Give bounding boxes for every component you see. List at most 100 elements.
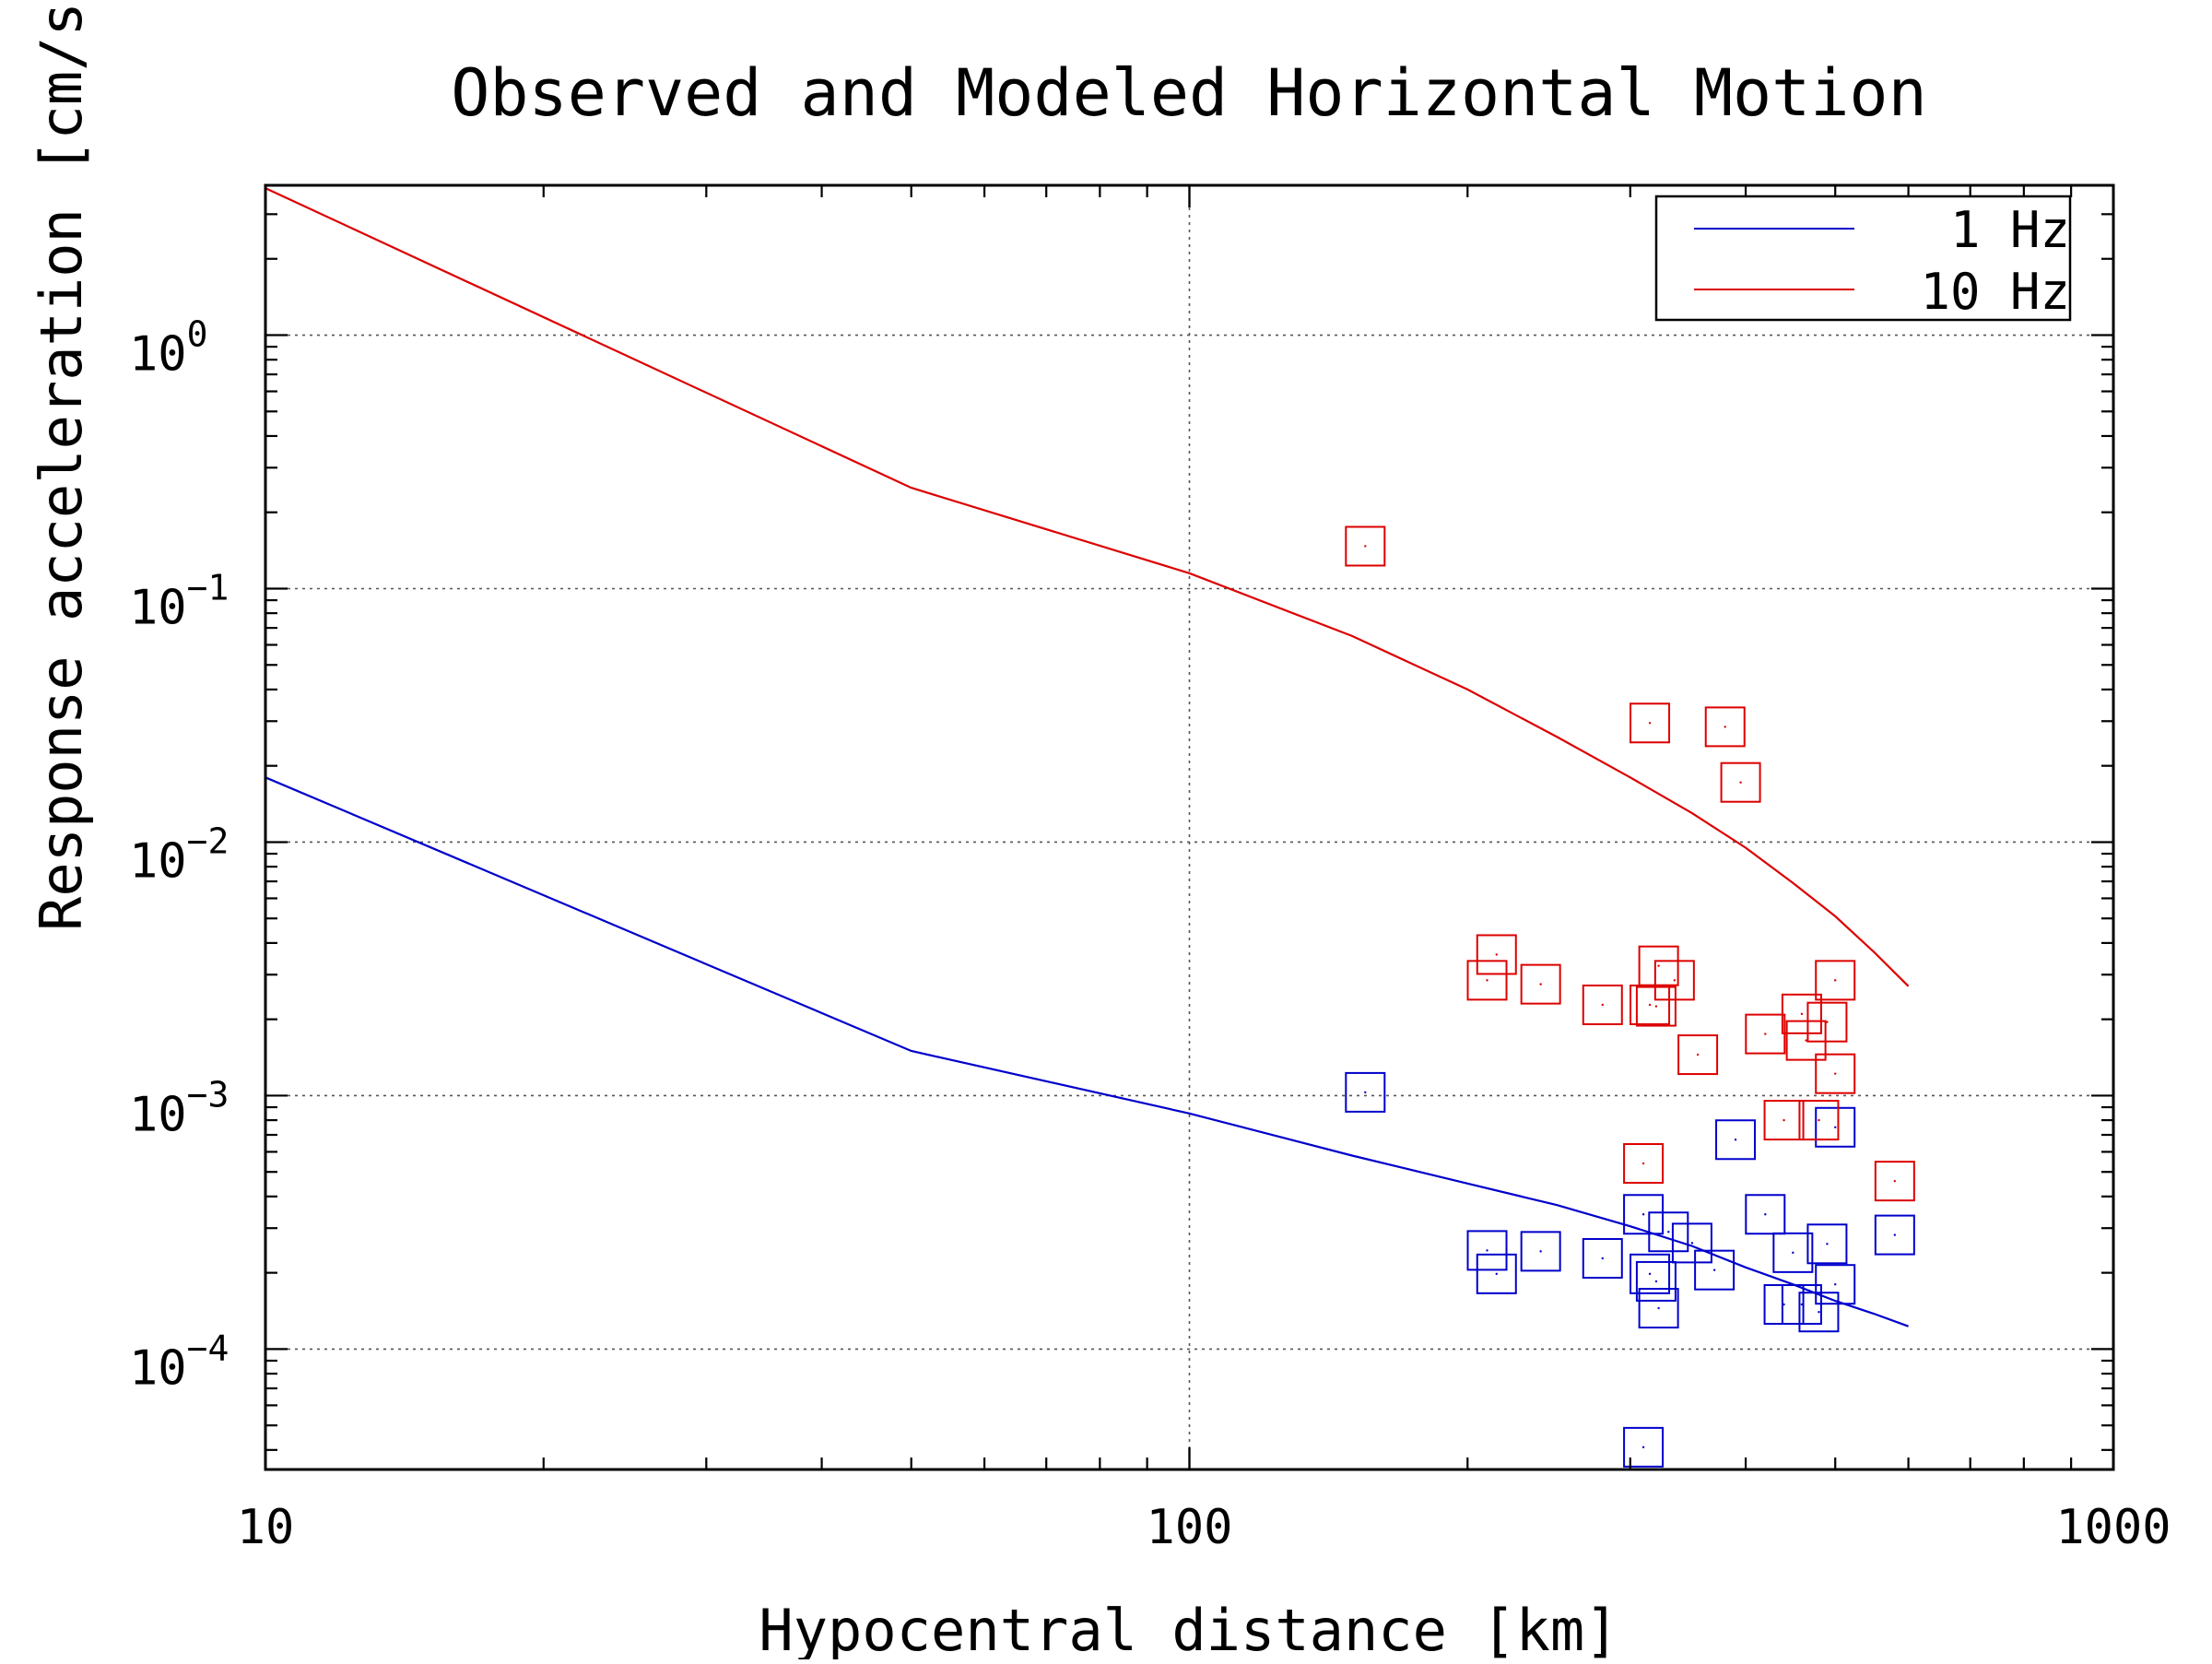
observed-point-center [1667, 1231, 1670, 1233]
observed-point-center [1648, 1003, 1652, 1007]
observed-point [1635, 985, 1677, 1027]
grid [265, 185, 2113, 1469]
observed-point-center [1826, 1021, 1829, 1023]
observed-point [1466, 960, 1508, 1001]
observed-point [1520, 963, 1561, 1005]
observed-point-center [1364, 1091, 1367, 1094]
observed-point-center [1648, 1272, 1652, 1276]
y-axis-label-sup: 2 [18, 0, 65, 2]
observed-point-center [1783, 1303, 1785, 1306]
observed-point-center [1893, 1179, 1897, 1183]
observed-point [1694, 1249, 1735, 1291]
observed-point-center [1641, 1446, 1645, 1449]
observed-point-center [1654, 1280, 1658, 1283]
observed-point-center [1834, 1126, 1837, 1128]
observed-point-center [1539, 1250, 1542, 1253]
observed-point [1582, 985, 1623, 1026]
observed-point [1520, 1231, 1561, 1272]
observed-point-center [1364, 545, 1367, 548]
observed-point-center [1800, 1012, 1804, 1016]
observed-point [1745, 1194, 1786, 1235]
observed-point-center [1641, 1213, 1645, 1216]
observed-point-center [1657, 964, 1660, 967]
observed-point [1720, 761, 1761, 803]
observed-point [1806, 1223, 1848, 1265]
observed-point [1815, 1264, 1856, 1305]
observed-point-center [1539, 983, 1542, 985]
observed-point [1635, 1260, 1677, 1302]
axes [264, 183, 2115, 1471]
x-tick-label: 1000 [2055, 1500, 2171, 1555]
observed-point [1466, 1230, 1508, 1271]
observed-point [1638, 945, 1679, 986]
observed-point-center [1800, 1303, 1804, 1306]
legend-box [1654, 195, 2072, 322]
observed-point-center [1764, 1033, 1767, 1035]
observed-point [1704, 706, 1746, 748]
observed-point [1623, 1426, 1665, 1468]
observed-point [1798, 1292, 1840, 1333]
observed-point [1785, 1020, 1827, 1061]
y-tick-label: 10−2 [129, 820, 229, 889]
y-tick-label: 10−1 [129, 567, 229, 635]
observed-point-center [1805, 1039, 1807, 1042]
observed-point-center [1724, 726, 1726, 728]
y-tick-label: 100 [129, 314, 208, 383]
observed-point-center [1826, 1243, 1829, 1245]
observed-point [1582, 1237, 1623, 1279]
model-line [265, 776, 1909, 1328]
observed-point [1648, 1211, 1689, 1253]
observed-point-center [1818, 1311, 1820, 1314]
legend-label-10hz: 10 Hz [1920, 263, 2070, 321]
legend: 1 Hz 10 Hz [1654, 195, 2072, 322]
observed-point [1806, 1001, 1848, 1043]
observed-point-center [1495, 953, 1498, 956]
observed-point [1476, 1253, 1517, 1294]
observed-point-center [1739, 781, 1742, 784]
series-10hz [265, 187, 1915, 1202]
observed-point [1763, 1100, 1805, 1141]
observed-point-center [1893, 1233, 1897, 1236]
observed-point [1874, 1214, 1915, 1256]
observed-point-center [1690, 1242, 1694, 1245]
observed-point [1815, 1106, 1856, 1148]
observed-point-center [1696, 1053, 1700, 1056]
model-line [265, 187, 1910, 987]
observed-point [1623, 1194, 1665, 1235]
observed-point-center [1818, 1118, 1820, 1122]
series-layer [265, 187, 1915, 1468]
observed-point [1671, 1222, 1712, 1264]
observed-point-center [1486, 979, 1488, 982]
observed-point [1630, 1253, 1671, 1294]
observed-point-center [1834, 1072, 1837, 1075]
observed-point-center [1783, 1118, 1785, 1122]
observed-point [1638, 1288, 1679, 1329]
observed-point-center [1657, 1306, 1660, 1310]
observed-point [1623, 1143, 1665, 1185]
observed-point-center [1641, 1162, 1645, 1165]
x-tick-label: 10 [237, 1500, 295, 1555]
observed-point-center [1734, 1139, 1737, 1141]
observed-point [1715, 1119, 1757, 1161]
observed-point-center [1764, 1213, 1767, 1216]
observed-point [1677, 1034, 1719, 1076]
observed-point-center [1673, 979, 1677, 982]
observed-point-center [1601, 1257, 1604, 1260]
y-tick-label: 10−4 [129, 1328, 229, 1396]
observed-point [1476, 934, 1517, 975]
observed-point [1874, 1161, 1915, 1202]
chart-title: Observed and Modeled Horizontal Motion [451, 55, 1926, 131]
y-axis-label: Response acceleration [cm/s2] [18, 0, 95, 931]
observed-point-center [1486, 1249, 1488, 1252]
y-tick-label: 10−3 [129, 1074, 229, 1142]
observed-point-center [1834, 979, 1837, 982]
observed-point [1630, 702, 1671, 744]
x-axis-label: Hypocentral distance [km] [759, 1597, 1618, 1659]
observed-point [1781, 993, 1822, 1034]
observed-point [1815, 960, 1856, 1001]
legend-label-1hz: 1 Hz [1950, 201, 2070, 259]
observed-point-center [1654, 1005, 1658, 1008]
observed-point [1345, 525, 1386, 567]
